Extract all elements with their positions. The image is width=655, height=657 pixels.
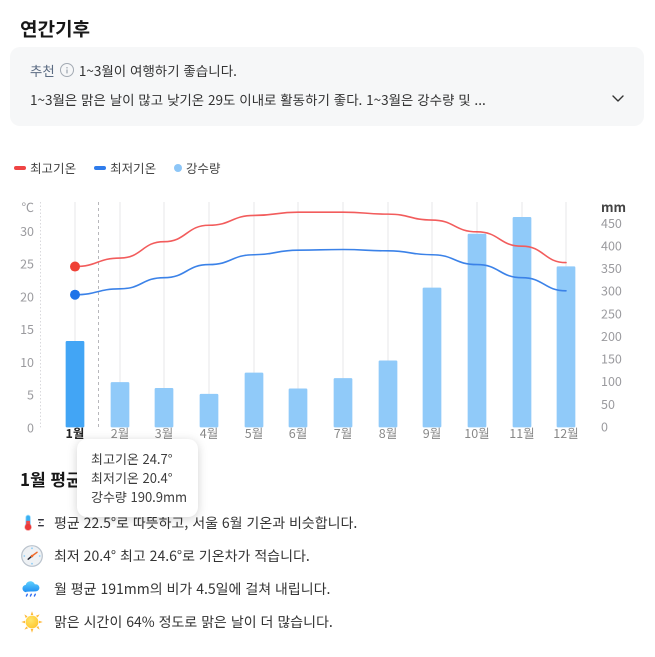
svg-text:℃: ℃ bbox=[21, 197, 34, 216]
svg-text:25: 25 bbox=[20, 254, 34, 273]
svg-text:6월: 6월 bbox=[289, 423, 307, 442]
svg-text:12월: 12월 bbox=[553, 423, 578, 442]
svg-text:400: 400 bbox=[601, 235, 622, 254]
svg-text:10: 10 bbox=[20, 352, 34, 371]
svg-text:50: 50 bbox=[601, 394, 615, 413]
svg-text:0: 0 bbox=[27, 417, 34, 436]
svg-text:mm: mm bbox=[601, 197, 626, 216]
svg-text:5: 5 bbox=[27, 385, 34, 404]
svg-text:15: 15 bbox=[20, 319, 34, 338]
svg-text:350: 350 bbox=[601, 258, 622, 277]
svg-text:30: 30 bbox=[20, 221, 34, 240]
svg-text:0: 0 bbox=[601, 416, 608, 435]
svg-text:7월: 7월 bbox=[334, 423, 352, 442]
svg-text:10월: 10월 bbox=[464, 423, 489, 442]
svg-text:11월: 11월 bbox=[509, 423, 534, 442]
svg-text:100: 100 bbox=[601, 371, 622, 390]
svg-text:8월: 8월 bbox=[379, 423, 397, 442]
svg-text:9월: 9월 bbox=[423, 423, 441, 442]
svg-text:4월: 4월 bbox=[200, 423, 218, 442]
svg-text:250: 250 bbox=[601, 303, 622, 322]
svg-text:150: 150 bbox=[601, 349, 622, 368]
svg-text:300: 300 bbox=[601, 281, 622, 300]
svg-text:200: 200 bbox=[601, 326, 622, 345]
svg-text:5월: 5월 bbox=[245, 423, 263, 442]
svg-text:20: 20 bbox=[20, 286, 34, 305]
